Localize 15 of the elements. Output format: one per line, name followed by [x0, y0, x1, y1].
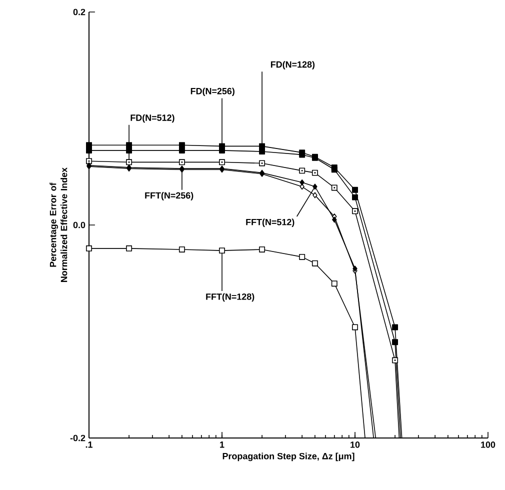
text: FD(N=256) [190, 88, 234, 96]
y-axis-title: Percentage Error of Normalized Effective Index [50, 168, 68, 282]
text: FD(N=512) [130, 114, 174, 123]
x-tick-label: .1 [86, 442, 92, 448]
y-tick-label: 0.0 [73, 222, 86, 228]
x-axis-title: Propagation Step Size, Δz [μm] [222, 452, 354, 462]
x-tick-label: 1 [220, 442, 224, 448]
text: FD(N=128) [270, 61, 315, 70]
text: FFT(N=128) [206, 293, 254, 302]
x-tick-label: 10 [350, 442, 360, 448]
y-tick-label: 0.2 [73, 8, 86, 16]
legend-label: FFT(N=256) [145, 192, 194, 200]
y-tick-label: -0.2 [70, 434, 86, 442]
x-tick-label: 100 [481, 442, 496, 448]
text: FFT(N=512) [246, 218, 294, 228]
